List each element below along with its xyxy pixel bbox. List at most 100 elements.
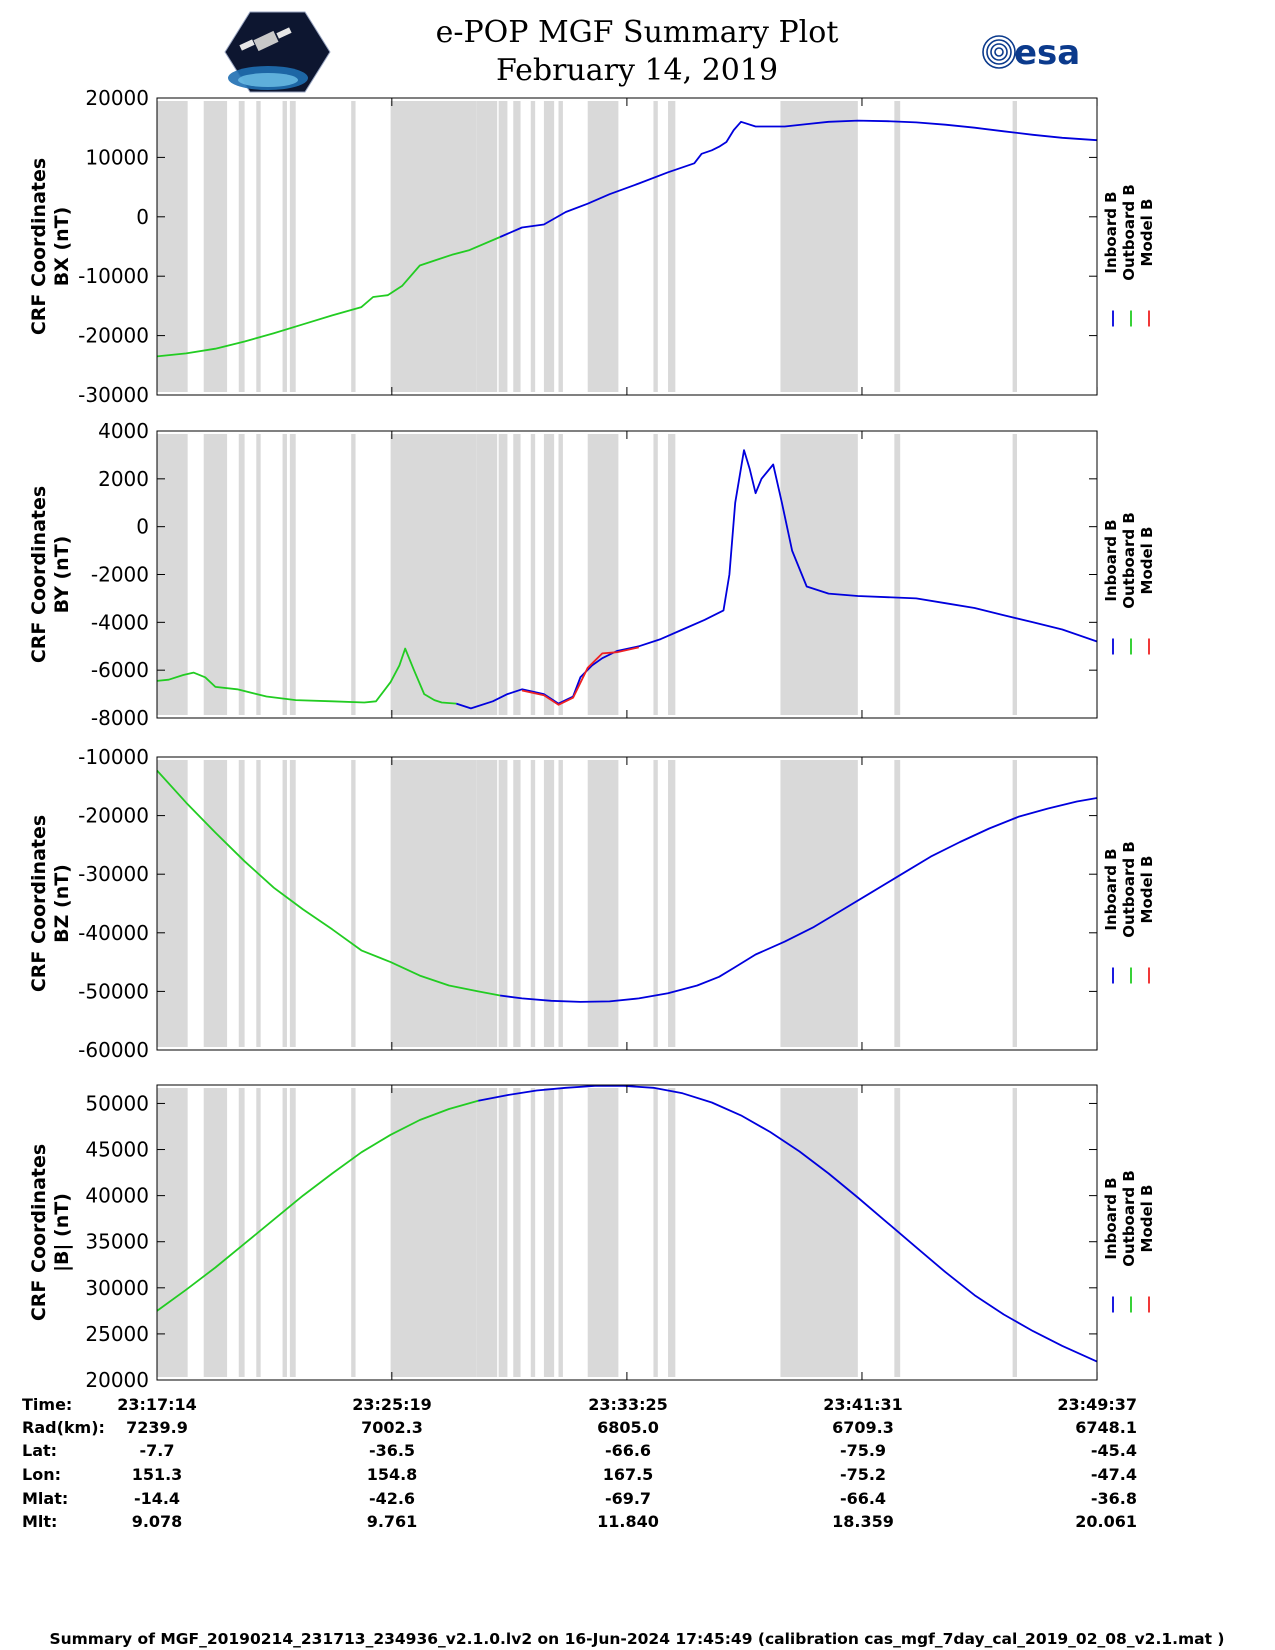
data-gap-shade xyxy=(157,101,188,392)
data-gap-shade xyxy=(513,760,521,1047)
data-gap-shade xyxy=(289,101,296,392)
data-gap-shade xyxy=(203,1088,228,1377)
y-tick-label: -4000 xyxy=(91,610,149,634)
data-gap-shade xyxy=(157,760,188,1047)
table-row-label: Lat: xyxy=(22,1441,57,1460)
y-tick-label: -2000 xyxy=(91,563,149,587)
table-cell: 23:17:14 xyxy=(117,1395,197,1414)
y-tick-label: -10000 xyxy=(78,264,149,288)
table-cell: 20.061 xyxy=(1075,1512,1137,1531)
data-gap-shade xyxy=(238,101,245,392)
data-gap-shade xyxy=(476,101,498,392)
y-tick-label: -40000 xyxy=(78,921,149,945)
cassiope-satellite-logo xyxy=(224,11,331,93)
legend-label: Model B xyxy=(1138,527,1156,595)
y-axis-label-line1: CRF Coordinates xyxy=(28,158,50,335)
series-line-outboard-b xyxy=(156,1099,479,1312)
y-tick-label: -10000 xyxy=(78,745,149,769)
data-gap-shade xyxy=(390,101,477,392)
table-cell: -36.8 xyxy=(1091,1489,1137,1508)
table-cell: 23:33:25 xyxy=(588,1395,668,1414)
y-tick-label: -30000 xyxy=(78,862,149,886)
esa-logo: esa xyxy=(982,33,1080,73)
data-gap-shade xyxy=(558,434,563,715)
data-gap-shade xyxy=(668,101,676,392)
data-gap-shade xyxy=(668,434,676,715)
data-gap-shade xyxy=(780,760,858,1047)
table-row-label: Mlt: xyxy=(22,1512,57,1531)
data-gap-shade xyxy=(1012,1088,1017,1377)
table-cell: 6709.3 xyxy=(832,1418,894,1437)
legend-label: Inboard B xyxy=(1102,191,1120,273)
data-gap-shade xyxy=(668,760,676,1047)
legend-label: Inboard B xyxy=(1102,1177,1120,1259)
data-gap-shade xyxy=(282,101,287,392)
data-gap-shade xyxy=(668,1088,676,1377)
data-gap-shade xyxy=(894,1088,901,1377)
data-gap-shade xyxy=(282,434,287,715)
legend-label: Model B xyxy=(1138,856,1156,924)
series-line-inboard-b xyxy=(456,449,1098,710)
table-cell: -66.4 xyxy=(840,1489,886,1508)
table-cell: 151.3 xyxy=(132,1465,183,1484)
data-gap-shade xyxy=(203,760,228,1047)
data-gap-shade xyxy=(587,434,619,715)
series-line-outboard-b xyxy=(156,236,501,358)
table-row-label: Lon: xyxy=(22,1465,61,1484)
chart-panel-3: -10000 -20000 -30000 -40000 -50000 -60000 CRF … xyxy=(28,745,1156,1062)
table-cell: 23:41:31 xyxy=(823,1395,903,1414)
legend-label: Inboard B xyxy=(1102,519,1120,601)
chart-panel-4: 50000 45000 40000 35000 30000 25000 20000 CRF C… xyxy=(28,1084,1156,1392)
data-gap-shade xyxy=(780,101,858,392)
data-gap-shade xyxy=(390,434,477,715)
data-gap-shade xyxy=(894,434,901,715)
data-gap-shade xyxy=(476,1088,498,1377)
data-gap-shade xyxy=(498,434,508,715)
data-gap-shade xyxy=(476,760,498,1047)
y-axis-label-line2: |B| (nT) xyxy=(51,1193,73,1272)
data-gap-shade xyxy=(653,101,658,392)
data-gap-shade xyxy=(513,1088,521,1377)
data-gap-shade xyxy=(282,760,287,1047)
chart-panel-1: 20000 10000 0 -10000 -20000 -30000 CRF Coordin… xyxy=(28,86,1156,407)
y-tick-label: 10000 xyxy=(85,145,149,169)
data-gap-shade xyxy=(530,101,536,392)
y-axis-label-line1: CRF Coordinates xyxy=(28,815,50,992)
data-gap-shade xyxy=(513,101,521,392)
data-gap-shade xyxy=(780,434,858,715)
y-tick-label: -20000 xyxy=(78,324,149,348)
y-tick-label: -50000 xyxy=(78,979,149,1003)
y-tick-label: 45000 xyxy=(85,1138,149,1162)
legend-label: Model B xyxy=(1138,199,1156,267)
y-tick-label: 50000 xyxy=(85,1091,149,1115)
data-gap-shade xyxy=(558,760,563,1047)
data-gap-shade xyxy=(1012,760,1017,1047)
series-line-inboard-b xyxy=(478,1085,1098,1363)
data-gap-shade xyxy=(390,760,477,1047)
orbit-info-table: Time: Rad(km): Lat: Lon: Mlat: Mlt: 23:17:14 72… xyxy=(22,1395,1137,1531)
plot-area xyxy=(157,1085,1097,1380)
y-tick-label: 0 xyxy=(136,205,149,229)
table-cell: -45.4 xyxy=(1091,1441,1137,1460)
series-line-model-b xyxy=(521,646,639,706)
data-gap-shade xyxy=(894,760,901,1047)
y-tick-label: 25000 xyxy=(85,1322,149,1346)
table-cell: -69.7 xyxy=(605,1489,651,1508)
series-line-inboard-b xyxy=(499,797,1098,1003)
data-gap-shade xyxy=(543,760,555,1047)
data-gap-shade xyxy=(513,434,521,715)
data-gap-shade xyxy=(543,434,555,715)
data-gap-shade xyxy=(289,434,296,715)
data-gap-shade xyxy=(203,101,228,392)
data-gap-shade xyxy=(157,1088,188,1377)
plot-title-line2: February 14, 2019 xyxy=(496,53,778,88)
y-tick-label: 2000 xyxy=(98,467,149,491)
data-gap-shade xyxy=(351,101,356,392)
y-axis-label-line2: BZ (nT) xyxy=(51,864,73,943)
data-gap-shade xyxy=(653,434,658,715)
table-cell: 18.359 xyxy=(832,1512,894,1531)
table-cell: 167.5 xyxy=(603,1465,654,1484)
data-gap-shade xyxy=(351,1088,356,1377)
